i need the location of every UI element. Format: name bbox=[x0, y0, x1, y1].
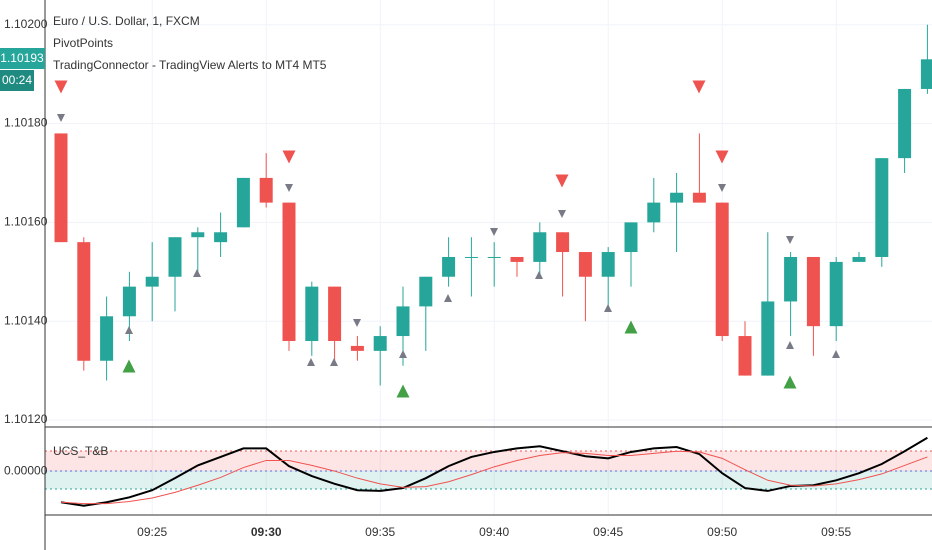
x-tick-label: 09:50 bbox=[707, 525, 737, 539]
signal-marker bbox=[54, 80, 68, 94]
candle-body bbox=[54, 133, 68, 243]
candle-body bbox=[168, 237, 182, 277]
signal-marker bbox=[193, 269, 201, 277]
candle-body bbox=[875, 158, 889, 257]
signal-marker bbox=[122, 359, 136, 373]
signal-marker bbox=[330, 358, 338, 366]
signal-marker bbox=[399, 350, 407, 358]
signal-marker bbox=[624, 320, 638, 334]
candle-body bbox=[647, 202, 661, 223]
candle-body bbox=[920, 59, 932, 89]
chart-title: Euro / U.S. Dollar, 1, FXCM bbox=[53, 14, 200, 28]
signal-marker bbox=[307, 358, 315, 366]
candle-body bbox=[259, 177, 273, 203]
signal-marker bbox=[558, 210, 566, 218]
candle-body bbox=[464, 256, 478, 258]
signal-marker bbox=[444, 294, 452, 302]
signal-marker bbox=[604, 304, 612, 312]
candle-body bbox=[806, 256, 820, 327]
signal-marker bbox=[718, 184, 726, 192]
signal-marker bbox=[490, 228, 498, 236]
y-tick-label: 1.10140 bbox=[4, 313, 48, 327]
y-tick-label: 1.10200 bbox=[4, 17, 48, 31]
signal-marker bbox=[535, 271, 543, 279]
x-tick-label: 09:55 bbox=[821, 525, 851, 539]
signal-marker bbox=[832, 350, 840, 358]
candle-body bbox=[282, 202, 296, 341]
signal-marker bbox=[125, 326, 133, 334]
signal-marker bbox=[786, 236, 794, 244]
candle-body bbox=[601, 252, 615, 277]
candle-body bbox=[396, 306, 410, 337]
signal-marker bbox=[692, 80, 706, 94]
y-tick-label: 1.10120 bbox=[4, 412, 48, 426]
candle-body bbox=[578, 252, 592, 277]
candle-body bbox=[236, 177, 250, 228]
candle-body bbox=[852, 256, 866, 262]
candle-body bbox=[328, 286, 342, 341]
candle-body bbox=[122, 286, 136, 317]
candle-body bbox=[487, 256, 501, 258]
candle-body bbox=[442, 256, 456, 277]
signal-marker bbox=[555, 174, 569, 188]
candle-body bbox=[738, 336, 752, 376]
candle-body bbox=[670, 192, 684, 203]
signal-marker bbox=[282, 150, 296, 164]
countdown-label: 00:24 bbox=[2, 73, 32, 87]
candle-body bbox=[715, 202, 729, 337]
candle-body bbox=[145, 276, 159, 287]
y-tick-label: 0.00000 bbox=[4, 463, 48, 477]
candle-body bbox=[77, 242, 91, 361]
candle-body bbox=[692, 192, 706, 203]
candle-body bbox=[305, 286, 319, 341]
candle-body bbox=[214, 232, 228, 243]
candle-body bbox=[350, 345, 364, 351]
grid bbox=[45, 0, 932, 515]
signal-marker bbox=[396, 384, 410, 398]
x-tick-label: 09:30 bbox=[251, 525, 282, 539]
signal-marker bbox=[353, 319, 361, 327]
indicator-label: TradingConnector - TradingView Alerts to… bbox=[53, 58, 327, 72]
candle-body bbox=[419, 276, 433, 307]
oscillator-line bbox=[60, 436, 928, 507]
candle-body bbox=[898, 88, 912, 159]
x-tick-label: 09:40 bbox=[479, 525, 509, 539]
x-tick-label: 09:35 bbox=[365, 525, 395, 539]
y-tick-label: 1.10180 bbox=[4, 116, 48, 130]
candle-body bbox=[533, 232, 547, 262]
signal-marker bbox=[57, 114, 65, 122]
candle-body bbox=[510, 256, 524, 262]
indicator-label: PivotPoints bbox=[53, 36, 113, 50]
candle-body bbox=[191, 232, 205, 238]
candle-body bbox=[624, 222, 638, 253]
candle-body bbox=[556, 232, 570, 253]
oscillator-title: UCS_T&B bbox=[53, 444, 108, 458]
oscillator-line bbox=[60, 450, 928, 505]
countdown-tag bbox=[0, 70, 34, 91]
candle-body bbox=[373, 336, 387, 351]
upper-band bbox=[45, 451, 932, 471]
plot bbox=[54, 24, 932, 507]
candle-body bbox=[761, 301, 775, 376]
x-tick-label: 09:25 bbox=[137, 525, 167, 539]
candle-body bbox=[100, 316, 114, 361]
signal-marker bbox=[783, 375, 797, 389]
x-tick-label: 09:45 bbox=[593, 525, 623, 539]
candle-body bbox=[784, 256, 798, 302]
signal-marker bbox=[786, 341, 794, 349]
signal-marker bbox=[285, 184, 293, 192]
price-tag-label: 1.10193 bbox=[0, 51, 44, 65]
candle-body bbox=[829, 261, 843, 327]
signal-marker bbox=[715, 150, 729, 164]
y-tick-label: 1.10160 bbox=[4, 215, 48, 229]
lower-band bbox=[45, 471, 932, 489]
price-tag bbox=[0, 48, 45, 69]
